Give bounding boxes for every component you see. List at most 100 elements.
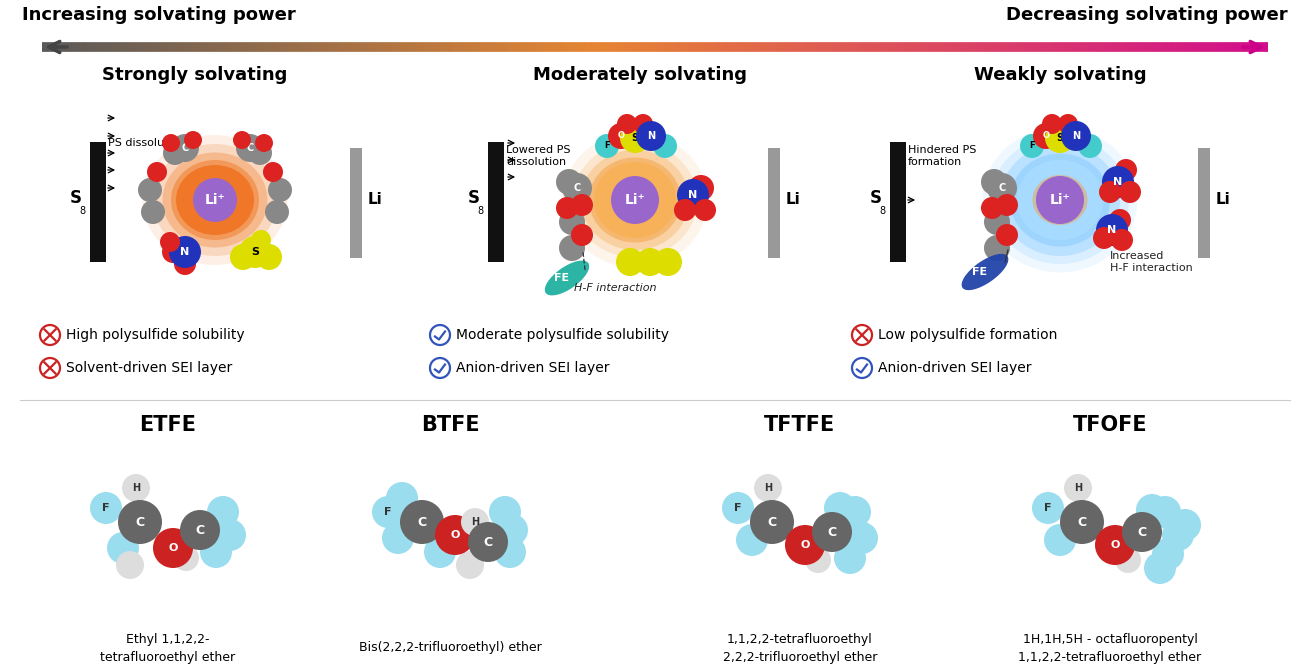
Circle shape (1064, 474, 1093, 502)
Text: Weakly solvating: Weakly solvating (973, 66, 1146, 84)
Circle shape (456, 551, 483, 579)
Text: N: N (1114, 177, 1123, 187)
Circle shape (1115, 547, 1141, 573)
Text: Ethyl 1,1,2,2-
tetrafluoroethyl ether: Ethyl 1,1,2,2- tetrafluoroethyl ether (101, 633, 236, 663)
Text: N: N (647, 131, 655, 141)
Ellipse shape (545, 260, 590, 295)
Text: S: S (252, 247, 259, 257)
Circle shape (383, 522, 414, 554)
Text: Solvent-driven SEI layer: Solvent-driven SEI layer (66, 361, 232, 375)
Ellipse shape (172, 160, 259, 240)
Circle shape (90, 492, 122, 524)
Circle shape (755, 474, 782, 502)
Circle shape (1136, 494, 1169, 526)
Circle shape (1151, 538, 1184, 570)
Text: Moderate polysulfide solubility: Moderate polysulfide solubility (456, 328, 669, 342)
Circle shape (610, 176, 659, 224)
Circle shape (1044, 524, 1076, 556)
Text: F: F (604, 141, 610, 151)
Circle shape (252, 230, 271, 250)
Circle shape (812, 512, 852, 552)
Circle shape (162, 141, 187, 165)
Circle shape (200, 536, 232, 568)
Circle shape (231, 244, 255, 270)
Circle shape (984, 209, 1010, 235)
Text: N: N (181, 247, 190, 257)
Text: TFOFE: TFOFE (1073, 415, 1148, 435)
Circle shape (424, 536, 456, 568)
Circle shape (996, 224, 1018, 246)
Circle shape (981, 197, 1003, 219)
Text: C: C (418, 515, 427, 529)
Circle shape (633, 114, 652, 134)
Circle shape (489, 496, 521, 528)
Ellipse shape (1017, 160, 1103, 240)
Text: C: C (1077, 515, 1086, 529)
Text: FE: FE (554, 273, 570, 283)
Text: Anion-driven SEI layer: Anion-driven SEI layer (878, 361, 1031, 375)
Circle shape (1020, 134, 1044, 158)
Circle shape (1115, 159, 1137, 181)
Circle shape (162, 241, 183, 263)
Circle shape (141, 200, 165, 224)
Circle shape (616, 248, 645, 276)
Bar (350, 148, 362, 258)
Bar (489, 142, 504, 262)
Circle shape (595, 134, 620, 158)
Text: PS dissolution: PS dissolution (107, 138, 186, 148)
Ellipse shape (982, 127, 1137, 272)
Circle shape (1034, 123, 1058, 149)
Text: Li⁺: Li⁺ (1049, 193, 1070, 207)
Circle shape (571, 194, 593, 216)
Ellipse shape (593, 162, 676, 238)
Circle shape (736, 524, 768, 556)
Bar (1199, 148, 1210, 258)
Text: S: S (1056, 133, 1064, 143)
Circle shape (233, 131, 252, 149)
Circle shape (1144, 552, 1176, 584)
Text: O: O (1043, 131, 1049, 141)
Circle shape (824, 492, 855, 524)
Text: N: N (1072, 131, 1079, 141)
Text: F: F (384, 507, 392, 517)
Ellipse shape (990, 136, 1129, 264)
Circle shape (635, 248, 664, 276)
Text: H: H (132, 483, 140, 493)
Circle shape (571, 224, 593, 246)
Text: C: C (246, 143, 254, 153)
Ellipse shape (562, 133, 707, 268)
Circle shape (179, 510, 220, 550)
Circle shape (238, 236, 271, 268)
Circle shape (400, 500, 444, 544)
Circle shape (269, 178, 292, 202)
Circle shape (1060, 500, 1104, 544)
Text: Li: Li (368, 193, 383, 207)
Text: C: C (768, 515, 777, 529)
Circle shape (236, 134, 265, 162)
Circle shape (117, 551, 144, 579)
Circle shape (372, 496, 403, 528)
Text: O: O (617, 131, 625, 141)
Circle shape (694, 199, 717, 221)
Circle shape (1121, 512, 1162, 552)
Ellipse shape (1032, 175, 1087, 225)
Text: 8: 8 (478, 206, 483, 216)
Ellipse shape (1000, 144, 1120, 256)
Circle shape (608, 123, 634, 149)
Circle shape (677, 179, 709, 211)
Circle shape (555, 169, 582, 195)
Circle shape (1162, 519, 1193, 551)
Ellipse shape (590, 157, 681, 242)
Text: Li⁺: Li⁺ (625, 193, 646, 207)
Circle shape (174, 253, 196, 275)
Text: C: C (181, 143, 189, 153)
Circle shape (183, 131, 202, 149)
Text: 8: 8 (80, 206, 86, 216)
Circle shape (118, 500, 162, 544)
Circle shape (248, 141, 272, 165)
Text: S: S (468, 189, 479, 207)
Circle shape (122, 474, 151, 502)
Circle shape (1110, 209, 1131, 231)
Bar (889, 142, 907, 262)
Text: O: O (451, 530, 460, 540)
